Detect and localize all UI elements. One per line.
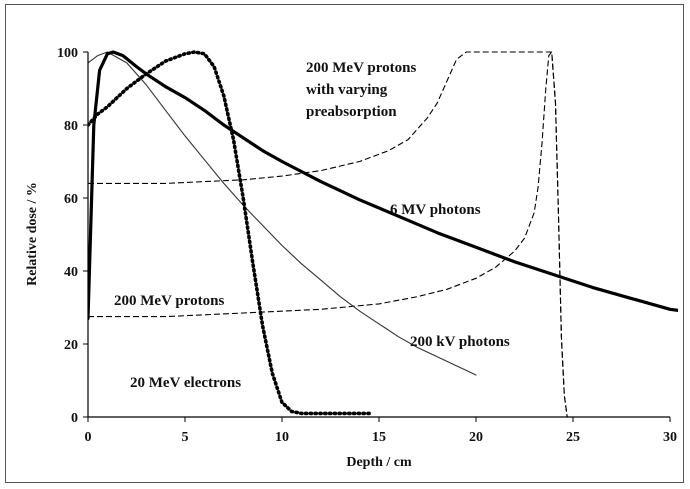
- y-tick-label: 100: [57, 46, 78, 61]
- series-line: [88, 50, 372, 416]
- x-axis-label: Depth / cm: [346, 455, 412, 470]
- annotation-label: with varying: [306, 82, 388, 98]
- x-tick-label: 10: [275, 430, 289, 445]
- y-tick-label: 40: [64, 265, 78, 280]
- x-tick-label: 25: [566, 430, 580, 445]
- annotation-label: 20 MeV electrons: [130, 375, 241, 391]
- curves: [88, 50, 678, 417]
- annotation-label: 200 MeV protons: [306, 60, 416, 76]
- y-tick-label: 20: [64, 338, 78, 353]
- series-line: [88, 51, 568, 417]
- ticks: 0 5 10 15 20 25 30 0 20 40 60 80 100: [57, 46, 677, 445]
- y-axis-label: Relative dose / %: [25, 182, 40, 286]
- annotation-label: 200 MeV protons: [114, 293, 224, 309]
- annotation-label: preabsorption: [306, 104, 397, 120]
- annotation-label: 200 kV photons: [410, 334, 510, 350]
- x-tick-label: 0: [85, 430, 92, 445]
- annotation-label: 6 MV photons: [390, 202, 481, 218]
- chart-frame: [5, 4, 684, 483]
- series-line: [88, 50, 678, 320]
- annotations: 200 MeV protons with varying preabsorption…: [114, 60, 510, 391]
- y-tick-label: 60: [64, 192, 78, 207]
- x-tick-label: 15: [372, 430, 386, 445]
- y-tick-label: 80: [64, 119, 78, 134]
- x-tick-label: 5: [182, 430, 189, 445]
- series-line: [88, 51, 477, 376]
- x-tick-label: 30: [663, 430, 677, 445]
- x-tick-label: 20: [469, 430, 483, 445]
- series-line: [88, 51, 568, 417]
- y-tick-label: 0: [71, 411, 78, 426]
